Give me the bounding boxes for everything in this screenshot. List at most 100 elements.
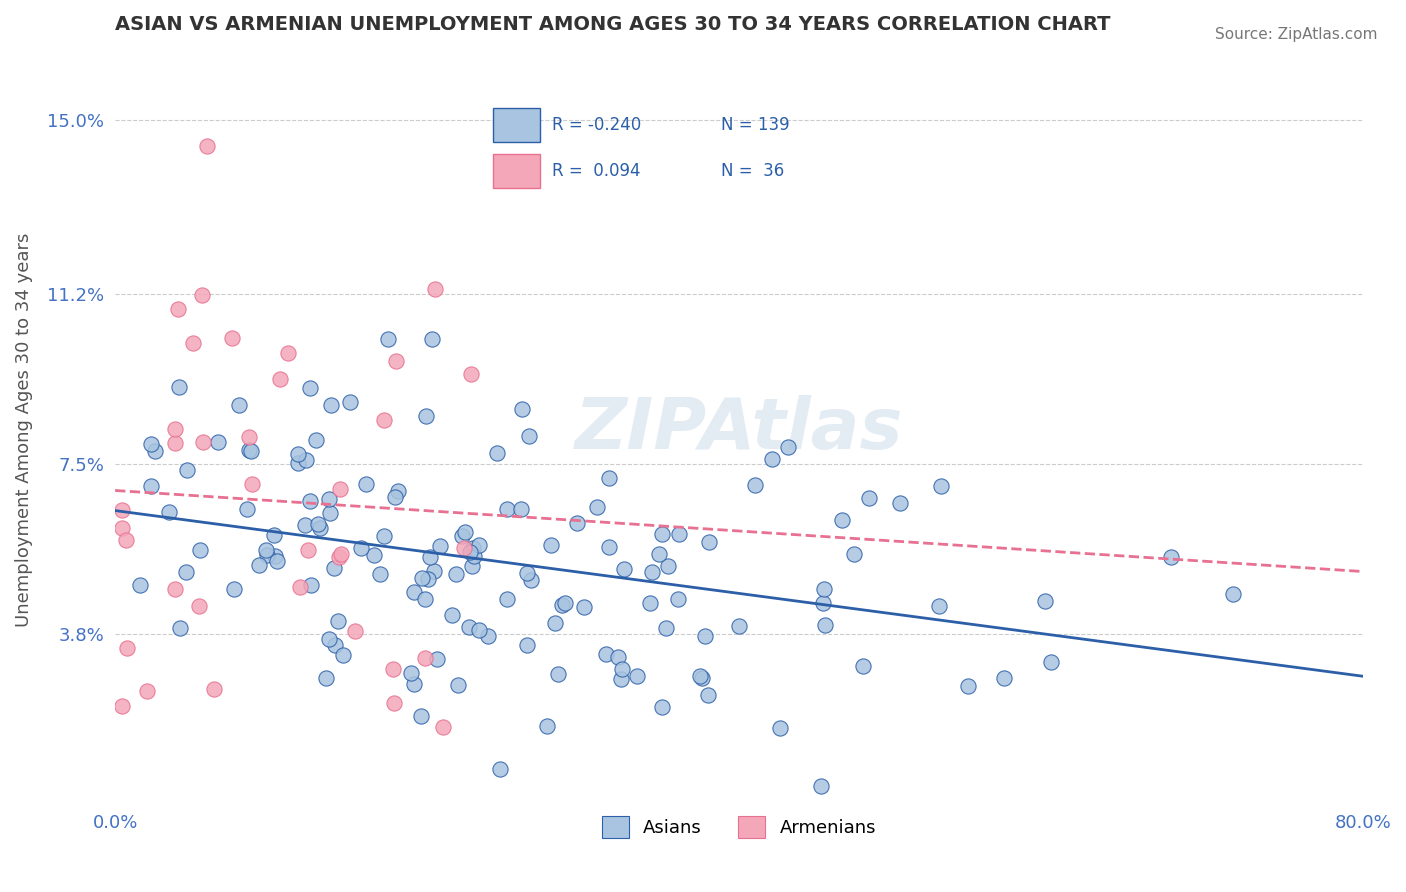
Point bbox=[423, 282, 446, 296]
Point bbox=[373, 529, 395, 543]
Point bbox=[697, 688, 720, 702]
Point bbox=[510, 402, 533, 417]
Point bbox=[143, 444, 166, 458]
Point bbox=[195, 138, 218, 153]
Point bbox=[928, 599, 950, 613]
Point bbox=[776, 440, 799, 454]
Point bbox=[307, 517, 329, 532]
Point bbox=[319, 398, 342, 412]
Point bbox=[415, 409, 437, 423]
Point bbox=[610, 662, 633, 676]
Point bbox=[187, 599, 209, 613]
Point bbox=[454, 525, 477, 540]
Point bbox=[657, 559, 679, 574]
Point bbox=[238, 430, 260, 444]
Point bbox=[287, 456, 309, 470]
Point bbox=[648, 547, 671, 561]
Point bbox=[423, 564, 446, 578]
Text: ZIPAtlas: ZIPAtlas bbox=[575, 395, 903, 465]
Point bbox=[607, 649, 630, 664]
Point bbox=[141, 437, 163, 451]
Text: ASIAN VS ARMENIAN UNEMPLOYMENT AMONG AGES 30 TO 34 YEARS CORRELATION CHART: ASIAN VS ARMENIAN UNEMPLOYMENT AMONG AGE… bbox=[115, 15, 1111, 34]
Point bbox=[409, 709, 432, 723]
Point bbox=[610, 673, 633, 687]
Point bbox=[429, 539, 451, 553]
Point bbox=[169, 621, 191, 635]
Point bbox=[565, 516, 588, 531]
Point bbox=[318, 632, 340, 646]
Point bbox=[404, 585, 426, 599]
Text: Source: ZipAtlas.com: Source: ZipAtlas.com bbox=[1215, 27, 1378, 42]
Point bbox=[318, 492, 340, 507]
Point bbox=[1160, 550, 1182, 565]
Point bbox=[1040, 655, 1063, 669]
Point bbox=[169, 380, 191, 394]
Point bbox=[651, 699, 673, 714]
Point bbox=[692, 671, 714, 685]
Legend: Asians, Armenians: Asians, Armenians bbox=[595, 809, 883, 846]
Point bbox=[385, 354, 408, 368]
Point bbox=[468, 539, 491, 553]
Point bbox=[693, 629, 716, 643]
Point bbox=[422, 331, 444, 345]
Point bbox=[495, 501, 517, 516]
Point bbox=[1033, 594, 1056, 608]
Point bbox=[111, 698, 134, 713]
Point bbox=[453, 541, 475, 555]
Point bbox=[477, 629, 499, 643]
Point bbox=[810, 779, 832, 793]
Point bbox=[689, 669, 711, 683]
Point bbox=[254, 543, 277, 558]
Point bbox=[831, 513, 853, 527]
Point bbox=[299, 578, 322, 592]
Point bbox=[136, 684, 159, 698]
Point bbox=[382, 696, 405, 710]
Point bbox=[236, 502, 259, 516]
Point bbox=[638, 596, 661, 610]
Point bbox=[814, 618, 837, 632]
Point bbox=[287, 446, 309, 460]
Point bbox=[447, 678, 470, 692]
Point bbox=[221, 331, 243, 345]
Point bbox=[319, 506, 342, 520]
Point bbox=[613, 561, 636, 575]
Point bbox=[413, 592, 436, 607]
Point bbox=[458, 545, 481, 559]
Point bbox=[167, 302, 190, 317]
Point bbox=[277, 346, 299, 360]
Text: R = -0.240: R = -0.240 bbox=[553, 116, 641, 134]
Point bbox=[332, 648, 354, 662]
Point bbox=[322, 561, 344, 575]
Point bbox=[585, 500, 607, 515]
Point bbox=[163, 435, 186, 450]
Point bbox=[288, 580, 311, 594]
Point bbox=[956, 679, 979, 693]
Point bbox=[668, 526, 690, 541]
Point bbox=[550, 598, 572, 612]
Point bbox=[224, 582, 246, 596]
Text: N = 139: N = 139 bbox=[721, 116, 790, 134]
Point bbox=[519, 428, 541, 442]
Point bbox=[305, 433, 328, 447]
Point bbox=[387, 483, 409, 498]
Point bbox=[842, 547, 865, 561]
Point bbox=[852, 659, 875, 673]
Point bbox=[377, 332, 399, 346]
Point bbox=[238, 442, 260, 457]
Point bbox=[813, 596, 835, 610]
Point bbox=[399, 666, 422, 681]
Text: N =  36: N = 36 bbox=[721, 161, 785, 179]
Point bbox=[489, 762, 512, 776]
Point bbox=[114, 533, 136, 548]
Point bbox=[572, 599, 595, 614]
Point bbox=[240, 444, 263, 458]
Point bbox=[460, 368, 482, 382]
Point bbox=[191, 288, 214, 302]
Point bbox=[139, 478, 162, 492]
Point bbox=[157, 505, 180, 519]
Point bbox=[350, 541, 373, 555]
Point bbox=[889, 496, 911, 510]
Point bbox=[441, 608, 464, 623]
Y-axis label: Unemployment Among Ages 30 to 34 years: Unemployment Among Ages 30 to 34 years bbox=[15, 233, 32, 627]
Point bbox=[181, 335, 204, 350]
